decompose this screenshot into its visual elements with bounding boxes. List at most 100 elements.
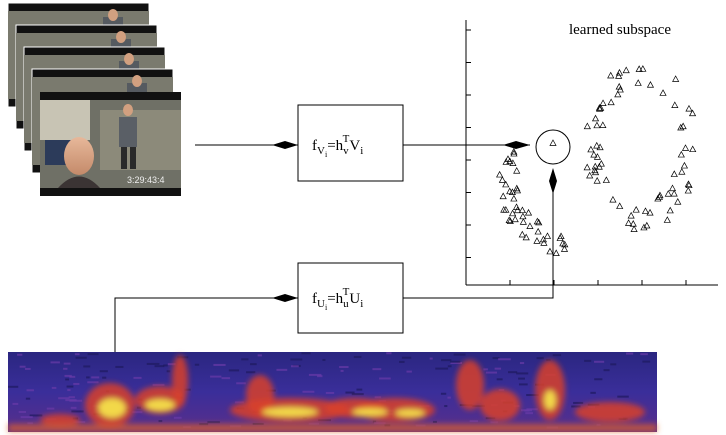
spectrogram-energy — [575, 402, 645, 422]
spectrogram-texture — [68, 396, 75, 399]
point — [539, 235, 547, 243]
spectrogram-texture — [291, 365, 299, 368]
point — [534, 227, 542, 235]
point — [509, 159, 517, 166]
point — [681, 144, 690, 151]
spectrogram-texture — [518, 383, 528, 386]
formula-part: i — [360, 145, 363, 157]
spectrogram-texture — [526, 394, 539, 397]
spectrogram-texture — [492, 357, 500, 360]
subspace-plot: learned subspace — [465, 20, 718, 286]
point — [689, 145, 697, 153]
spectrogram-texture — [379, 377, 391, 380]
spectrogram-texture — [339, 366, 349, 369]
spectrogram-texture — [132, 411, 143, 414]
spectrogram-texture — [63, 362, 71, 365]
point — [640, 223, 648, 231]
spectrogram-peak — [262, 407, 318, 417]
point — [500, 206, 508, 213]
spectrogram-texture — [516, 372, 529, 375]
spectrogram-texture — [453, 353, 466, 356]
box-audio — [297, 262, 404, 334]
spectrogram-texture — [401, 356, 412, 359]
point — [641, 207, 650, 214]
point — [508, 188, 516, 195]
point — [510, 147, 518, 155]
point — [526, 222, 534, 229]
spectrogram-texture — [163, 364, 168, 367]
spectrogram-texture — [257, 354, 262, 357]
spectrogram-texture — [485, 371, 497, 374]
spectrogram-texture — [74, 353, 80, 356]
point — [659, 89, 667, 96]
point — [593, 176, 601, 184]
spectrogram-texture — [508, 371, 518, 374]
spectrogram-texture — [87, 353, 99, 356]
spectrogram-texture — [167, 363, 176, 366]
point — [634, 79, 642, 86]
point — [543, 232, 552, 239]
spectrogram-texture — [447, 365, 452, 368]
arrowhead — [503, 141, 530, 149]
spectrogram-texture — [302, 390, 315, 393]
point — [586, 171, 594, 179]
video-frame-image — [124, 53, 134, 65]
spectrogram-texture — [340, 369, 344, 372]
spectrogram-texture — [441, 359, 452, 362]
spectrogram-peak — [352, 408, 388, 416]
spectrogram-texture — [440, 392, 447, 395]
spectrogram-texture — [250, 363, 257, 366]
spectrogram-texture — [69, 375, 76, 378]
spectrogram-energy — [480, 389, 520, 421]
point — [560, 245, 569, 252]
point — [502, 206, 510, 213]
spectrogram-texture — [154, 365, 165, 368]
spectrogram-texture — [374, 396, 382, 399]
point — [614, 90, 622, 98]
point — [513, 206, 522, 214]
highlight-circle — [535, 129, 571, 165]
spectrogram-texture — [70, 406, 77, 409]
point — [679, 122, 687, 130]
connector — [114, 297, 298, 352]
point — [524, 208, 533, 216]
point — [622, 66, 630, 74]
spectrogram-texture — [63, 367, 68, 370]
point — [583, 163, 591, 171]
spectrogram-texture — [26, 389, 34, 392]
spectrogram-texture — [526, 408, 538, 411]
point — [632, 205, 640, 213]
spectrogram-texture — [317, 375, 323, 378]
spectrogram-texture — [490, 421, 498, 424]
spectrogram-texture — [518, 377, 525, 380]
formula-part: U — [349, 291, 360, 307]
point — [685, 181, 693, 189]
spectrogram-texture — [447, 396, 451, 399]
point — [674, 197, 682, 205]
spectrogram-texture — [483, 368, 488, 371]
point — [599, 99, 607, 106]
spectrogram-texture — [236, 382, 246, 385]
spectrogram-energy — [172, 355, 188, 405]
spectrogram-texture — [99, 370, 108, 373]
box-video — [297, 104, 404, 182]
spectrogram-texture — [91, 376, 100, 379]
plot-title: learned subspace — [569, 22, 671, 38]
point — [629, 220, 637, 227]
formula-part: i — [325, 303, 328, 312]
spectrogram-texture — [325, 391, 335, 394]
spectrogram-energy — [456, 360, 484, 410]
arrowhead — [272, 294, 298, 302]
spectrogram-texture — [449, 360, 461, 363]
point — [502, 180, 510, 188]
point — [596, 105, 604, 112]
formula-part: =h — [327, 138, 343, 154]
spectrogram-texture — [207, 421, 220, 424]
point — [546, 247, 554, 255]
spectrogram-texture — [102, 376, 107, 379]
spectrogram-texture — [469, 420, 478, 423]
point — [677, 123, 685, 131]
spectrogram-texture — [71, 410, 84, 413]
spectrogram-texture — [73, 382, 80, 385]
